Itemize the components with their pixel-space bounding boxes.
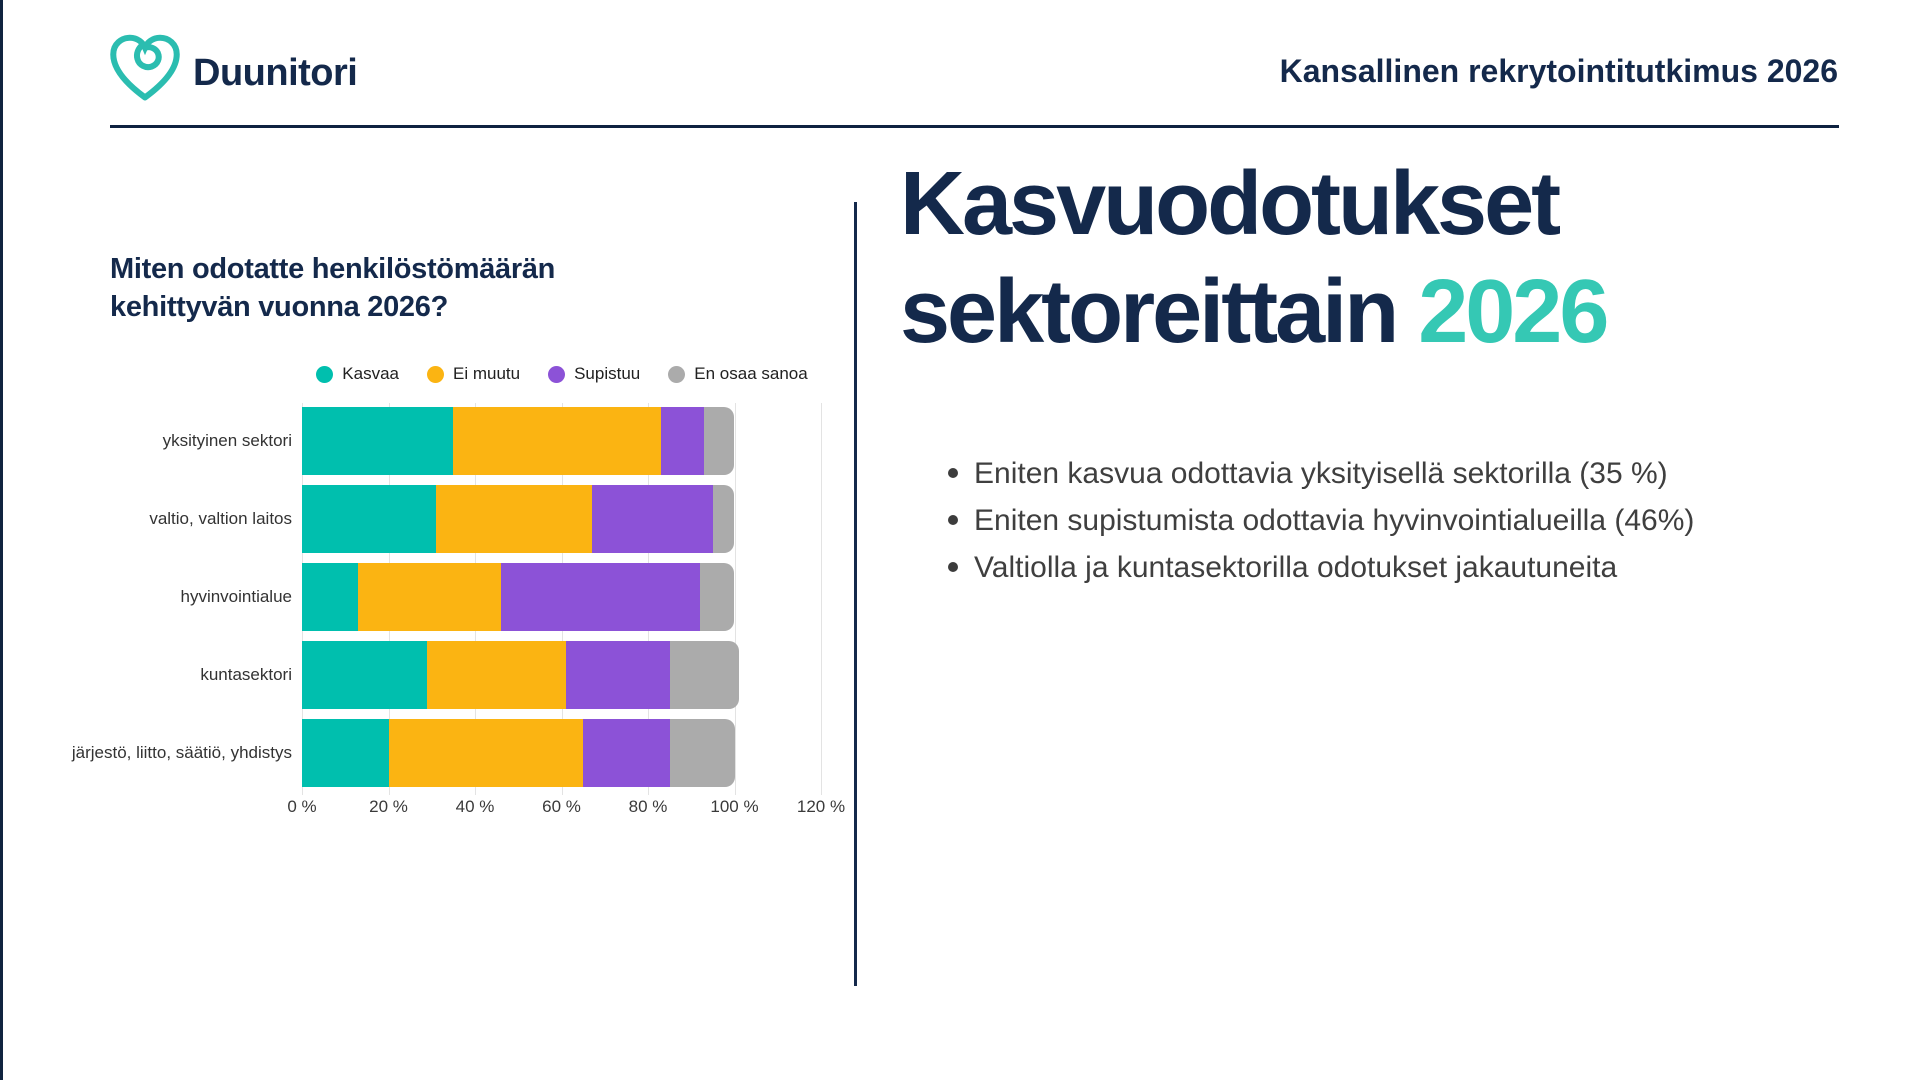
legend-label: Ei muutu bbox=[453, 364, 521, 383]
duunitori-heart-logo-icon bbox=[110, 34, 180, 101]
bar-segment bbox=[388, 719, 584, 787]
slide-title: Kasvuodotukset sektoreittain 2026 bbox=[900, 150, 1609, 366]
bullet-dot bbox=[948, 562, 958, 572]
brand-wordmark: Duunitori bbox=[193, 52, 358, 94]
bar-row bbox=[302, 719, 735, 787]
bar-segment bbox=[669, 719, 735, 787]
bullet-dot bbox=[948, 468, 958, 478]
x-axis-tick-label: 100 % bbox=[710, 797, 759, 816]
bar-segment bbox=[500, 563, 700, 631]
bar-segment bbox=[591, 485, 713, 553]
bar-segment bbox=[704, 407, 735, 475]
x-axis-tick-label: 40 % bbox=[455, 797, 495, 816]
category-label: valtio, valtion laitos bbox=[149, 509, 292, 528]
bullet-list: Eniten kasvua odottavia yksityisellä sek… bbox=[948, 450, 1768, 591]
chart-category-axis: yksityinen sektori valtio, valtion laitos… bbox=[20, 403, 292, 795]
legend-item: En osaa sanoa bbox=[668, 364, 808, 384]
slide-title-year-accent: 2026 bbox=[1418, 262, 1609, 362]
bar-segment bbox=[302, 719, 389, 787]
stacked-bar-chart bbox=[302, 403, 862, 795]
bullet-item: Eniten supistumista odottavia hyvinvoint… bbox=[948, 497, 1768, 544]
header-divider-line bbox=[110, 125, 1839, 128]
slide-left-border bbox=[0, 0, 3, 1080]
bullet-text: Eniten supistumista odottavia hyvinvoint… bbox=[974, 504, 1695, 537]
bar-segment bbox=[583, 719, 670, 787]
x-axis-tick-label: 60 % bbox=[542, 797, 581, 816]
bar-segment bbox=[565, 641, 670, 709]
x-axis-tick-label: 20 % bbox=[369, 797, 408, 816]
legend-item: Supistuu bbox=[548, 364, 640, 384]
bar-row bbox=[302, 485, 735, 553]
bullet-item: Valtiolla ja kuntasektorilla odotukset j… bbox=[948, 544, 1768, 591]
bar-segment bbox=[712, 485, 735, 553]
gridline bbox=[821, 403, 822, 795]
bar-segment bbox=[302, 485, 437, 553]
category-label: kuntasektori bbox=[200, 665, 292, 684]
bar-row bbox=[302, 563, 735, 631]
legend-label: Kasvaa bbox=[342, 364, 399, 383]
bullet-item: Eniten kasvua odottavia yksityisellä sek… bbox=[948, 450, 1768, 497]
chart-question-line1: Miten odotatte henkilöstömäärän bbox=[110, 253, 556, 285]
bullet-text: Valtiolla ja kuntasektorilla odotukset j… bbox=[974, 551, 1618, 584]
legend-label: En osaa sanoa bbox=[694, 364, 808, 383]
bar-segment bbox=[453, 407, 661, 475]
bar-segment bbox=[427, 641, 566, 709]
x-axis-tick-label: 0 % bbox=[287, 797, 317, 816]
legend-label: Supistuu bbox=[574, 364, 641, 383]
chart-legend: Kasvaa Ei muutu Supistuu En osaa sanoa bbox=[302, 364, 822, 384]
category-label: yksityinen sektori bbox=[162, 431, 292, 450]
bar-row bbox=[302, 407, 735, 475]
chart-x-axis: 0 % 20 % 40 % 60 % 80 % 100 % 120 % bbox=[287, 797, 862, 821]
category-label: hyvinvointialue bbox=[180, 587, 292, 606]
x-axis-tick-label: 120 % bbox=[796, 797, 846, 816]
report-title: Kansallinen rekrytointitutkimus 2026 bbox=[1279, 53, 1838, 89]
legend-color-dot bbox=[427, 365, 444, 383]
bullet-dot bbox=[948, 515, 958, 525]
legend-color-dot bbox=[668, 365, 686, 383]
bar-segment bbox=[660, 407, 705, 475]
chart-question-line2: kehittyvän vuonna 2026? bbox=[110, 291, 448, 323]
bar-segment bbox=[669, 641, 739, 709]
chart-question-title: Miten odotatte henkilöstömäärän kehittyv… bbox=[110, 250, 555, 326]
bar-segment bbox=[302, 563, 359, 631]
bar-row bbox=[302, 641, 739, 709]
bar-segment bbox=[436, 485, 592, 553]
bar-segment bbox=[302, 641, 428, 709]
bar-segment bbox=[358, 563, 501, 631]
x-axis-tick-label: 80 % bbox=[628, 797, 668, 816]
slide-title-line1: Kasvuodotukset bbox=[900, 154, 1561, 254]
category-label: järjestö, liitto, säätiö, yhdistys bbox=[71, 743, 292, 762]
bar-segment bbox=[699, 563, 735, 631]
legend-color-dot bbox=[548, 365, 566, 383]
gridline bbox=[734, 403, 736, 795]
vertical-divider-line bbox=[854, 202, 857, 986]
legend-color-dot bbox=[316, 365, 334, 383]
bar-segment bbox=[302, 407, 454, 475]
slide-title-line2: sektoreittain bbox=[900, 262, 1399, 362]
legend-item: Ei muutu bbox=[427, 364, 520, 384]
bullet-text: Eniten kasvua odottavia yksityisellä sek… bbox=[974, 457, 1668, 490]
legend-item: Kasvaa bbox=[316, 364, 399, 384]
